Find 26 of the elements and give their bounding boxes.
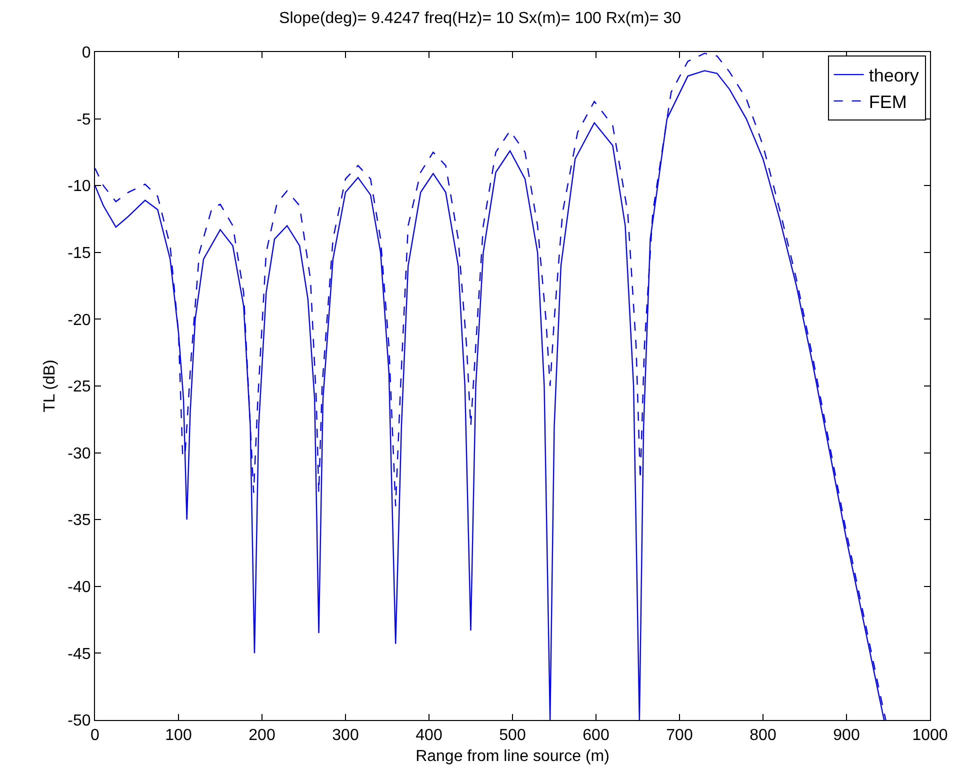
legend-label: FEM [868,92,907,112]
x-tick-label: 700 [666,727,693,744]
y-tick-label: -45 [68,646,91,663]
y-tick-label: -25 [68,378,91,396]
y-tick-label: -35 [68,512,91,530]
x-tick-label: 100 [165,727,192,744]
y-tick-label: -10 [68,178,91,196]
x-tick-label: 800 [750,727,776,744]
x-tick-label: 500 [499,727,526,744]
y-tick-label: -40 [68,579,91,596]
y-tick-label: -5 [76,111,91,128]
x-tick-label: 400 [416,727,442,744]
y-tick-label: -20 [68,312,91,329]
x-axis-title: Range from line source (m) [416,748,610,765]
y-tick-label: -30 [68,445,91,462]
legend-label: theory [868,66,919,86]
y-tick-label: -50 [68,712,91,730]
x-tick-label: 200 [248,727,276,744]
chart-title: Slope(deg)= 9.4247 freq(Hz)= 10 Sx(m)= 100 Rx(m)= 30 [279,10,682,27]
y-axis-title: TL (dB) [42,360,59,412]
x-tick-label: 900 [833,727,860,744]
x-tick-label: 600 [582,727,610,744]
x-tick-label: 300 [332,727,359,744]
y-tick-label: 0 [82,44,91,62]
x-tick-label: 1000 [912,727,948,744]
y-tick-label: -15 [68,245,91,262]
